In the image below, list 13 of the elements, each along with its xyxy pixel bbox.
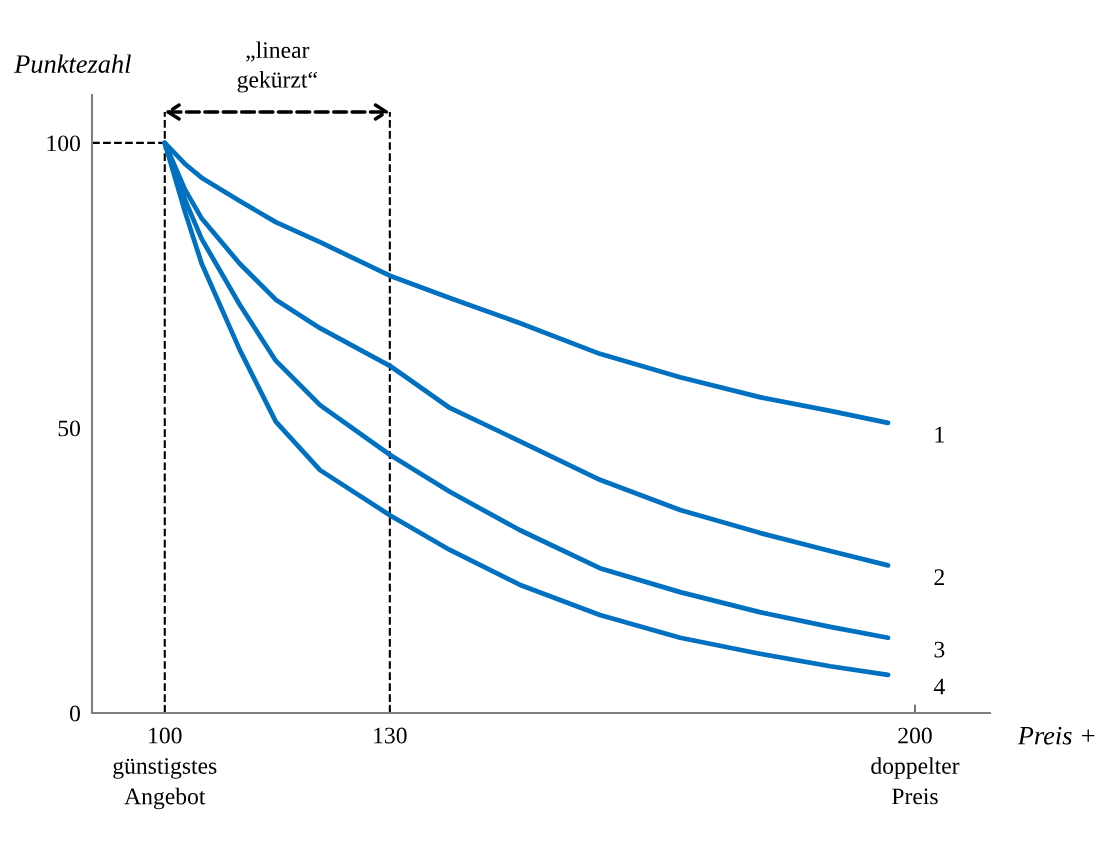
x-tick-label: 100 günstigstes Angebot — [113, 727, 217, 810]
x-tick-label: 130 — [374, 727, 407, 744]
text: „linear gekürzt“ — [237, 41, 317, 93]
series-label: 3 — [934, 641, 945, 658]
series-label: 4 — [933, 678, 945, 695]
series-label: 2 — [934, 569, 944, 585]
x-tick-label: 200 doppelter Preis — [871, 727, 960, 805]
y-tick-label: 50 — [58, 420, 80, 437]
x-axis-title: Preis + — [1017, 726, 1095, 745]
text: 1 — [935, 426, 944, 443]
y-tick-label: 100 — [47, 135, 80, 152]
y-tick-label: 0 — [69, 705, 80, 722]
y-axis-title: Punktezahl — [14, 54, 131, 74]
